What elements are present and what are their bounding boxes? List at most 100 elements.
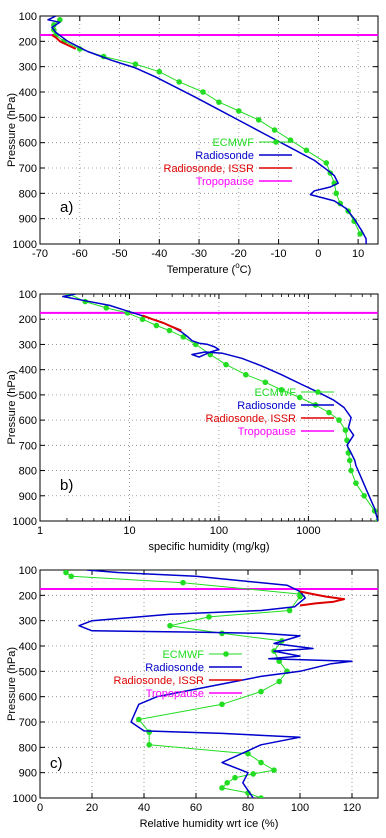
y-tick-label: 600 <box>19 415 37 427</box>
legend-label: Tropopause <box>196 176 254 188</box>
x-tick-label: -70 <box>32 248 48 260</box>
y-tick-label: 300 <box>19 62 37 74</box>
data-point <box>132 61 139 67</box>
series-line-ecmwf <box>65 572 301 798</box>
y-axis-label: Pressure (hPa) <box>6 371 18 445</box>
y-tick-label: 800 <box>19 466 37 478</box>
data-point <box>333 190 340 197</box>
data-point <box>224 780 230 786</box>
data-point <box>255 117 262 123</box>
data-point <box>250 771 256 777</box>
x-tick-label: 100 <box>210 525 228 537</box>
data-point <box>136 716 142 723</box>
data-point <box>63 570 69 576</box>
data-point <box>216 99 222 105</box>
x-tick-label: 80 <box>242 802 254 814</box>
data-point <box>180 334 187 340</box>
data-area <box>40 570 378 798</box>
series-line-radiosonde-issr <box>299 590 346 607</box>
legend-label: ECMWF <box>212 137 254 149</box>
x-tick-label: 40 <box>138 802 150 814</box>
data-point <box>68 573 74 580</box>
data-point <box>276 678 283 685</box>
panel-label: c) <box>50 755 63 772</box>
data-point <box>278 387 285 393</box>
legend-marker <box>223 651 229 657</box>
series-line-ecmwf <box>53 19 361 235</box>
y-tick-label: 400 <box>19 87 37 99</box>
x-tick-label: 1 <box>37 525 43 537</box>
y-tick-label: 400 <box>19 641 37 653</box>
data-point <box>166 327 173 334</box>
y-tick-label: 600 <box>19 138 37 150</box>
data-point <box>236 108 242 114</box>
data-point <box>346 457 353 464</box>
data-point <box>156 68 163 75</box>
y-axis-label: Pressure (hPa) <box>6 93 18 167</box>
plot-frame <box>39 569 379 799</box>
legend-label: Radiosonde, ISSR <box>114 675 205 687</box>
panel-label: a) <box>60 199 73 216</box>
legend-label: ECMWF <box>254 387 296 399</box>
data-area <box>40 16 378 244</box>
legend-label: Radiosonde <box>237 400 296 412</box>
x-tick-label: 10 <box>123 525 135 537</box>
data-point <box>139 316 146 323</box>
legend-marker <box>273 139 279 145</box>
data-point <box>348 467 354 474</box>
data-point <box>303 147 310 154</box>
y-axis-label: Pressure (hPa) <box>6 647 18 721</box>
legend-marker <box>315 389 321 395</box>
data-point <box>57 17 63 23</box>
panel-label: b) <box>60 477 73 494</box>
x-tick-label: 100 <box>291 802 309 814</box>
x-tick-label: 60 <box>190 802 202 814</box>
data-point <box>219 785 225 791</box>
series-line-ecmwf <box>68 294 378 521</box>
data-point <box>167 622 173 629</box>
y-tick-label: 700 <box>19 163 37 175</box>
y-tick-label: 900 <box>19 768 37 780</box>
data-point <box>297 593 303 600</box>
y-tick-label: 1000 <box>13 793 37 805</box>
x-tick-label: 0 <box>315 248 321 260</box>
y-tick-label: 700 <box>19 717 37 729</box>
data-area <box>40 294 378 521</box>
x-tick-label: -60 <box>72 248 88 260</box>
x-axis-label-text: Temperature ( <box>167 264 236 276</box>
data-point <box>323 160 330 166</box>
data-point <box>286 607 293 614</box>
data-point <box>243 371 249 378</box>
series-line-radiosonde <box>78 570 353 798</box>
y-tick-label: 800 <box>19 742 37 754</box>
series-line-radiosonde <box>62 294 378 521</box>
y-tick-label: 200 <box>19 36 37 48</box>
data-point <box>258 795 264 798</box>
y-tick-label: 400 <box>19 365 37 377</box>
data-point <box>223 361 229 368</box>
data-point <box>219 701 225 708</box>
x-axis-label-end: C) <box>240 264 252 276</box>
data-point <box>361 492 367 499</box>
data-point <box>262 379 269 386</box>
y-tick-label: 200 <box>19 590 37 602</box>
data-point <box>245 750 251 757</box>
data-point <box>258 688 264 695</box>
series-line-radiosonde-issr <box>51 34 77 50</box>
x-tick-label: 10 <box>352 248 364 260</box>
chart-panel-2: 1 10 100 1000 100 200 300 400 500 600 700 800 900 100… <box>6 289 379 553</box>
data-point <box>258 759 264 766</box>
data-point <box>103 305 110 311</box>
x-axis-label: Temperature (oC) <box>167 261 252 276</box>
legend-label: Tropopause <box>146 688 204 700</box>
y-tick-label: 500 <box>19 390 37 402</box>
data-point <box>296 394 303 401</box>
x-tick-label: -50 <box>112 248 128 260</box>
y-tick-label: 700 <box>19 440 37 452</box>
y-tick-label: 900 <box>19 214 37 226</box>
data-point <box>180 579 186 586</box>
y-tick-label: 600 <box>19 692 37 704</box>
